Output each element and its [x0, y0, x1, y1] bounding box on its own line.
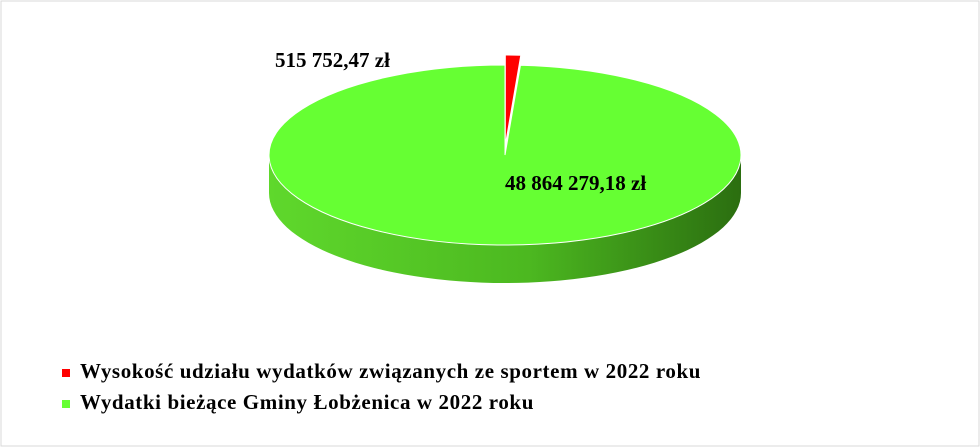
legend-swatch: [62, 400, 70, 408]
pie-slice: [268, 64, 742, 246]
pie-side: [269, 155, 741, 283]
data-label: 515 752,47 zł: [275, 48, 390, 72]
pie-slice: [504, 54, 522, 146]
legend-swatch: [62, 369, 70, 377]
legend-label: Wysokość udziału wydatków związanych ze …: [80, 359, 701, 383]
legend-label: Wydatki bieżące Gminy Łobżenica w 2022 r…: [80, 390, 534, 414]
data-label: 48 864 279,18 zł: [505, 171, 646, 195]
